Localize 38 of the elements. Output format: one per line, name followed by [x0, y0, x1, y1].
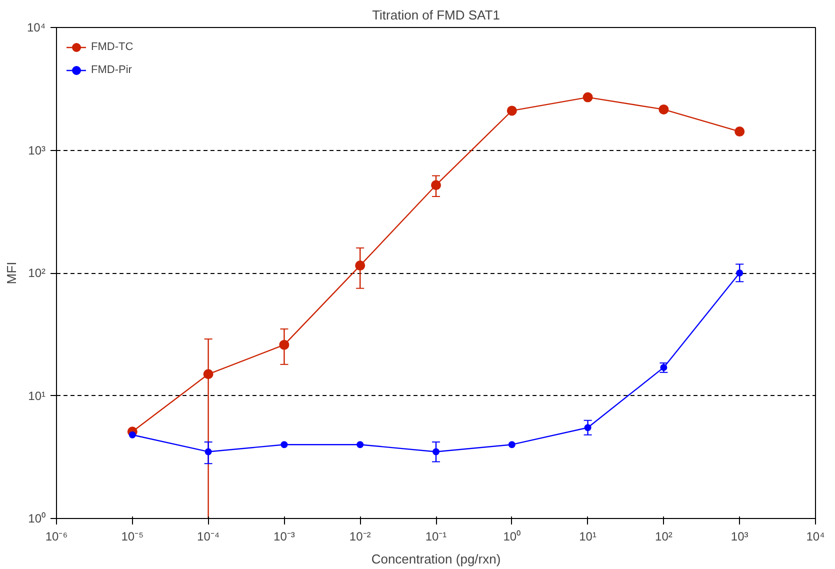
point: [508, 441, 516, 448]
x-tick-label: 10⁴: [806, 530, 825, 544]
point: [128, 431, 136, 438]
y-tick-label: 10⁴: [26, 20, 46, 34]
y-tick-label: 10³: [28, 143, 46, 158]
point: [658, 104, 669, 114]
point: [431, 180, 441, 190]
point: [204, 448, 212, 456]
y-axis-title: MFI: [4, 262, 19, 284]
point: [736, 270, 744, 276]
x-tick-label: 10⁻¹: [425, 530, 447, 544]
x-tick-label: 10⁻⁴: [197, 530, 220, 544]
y-tick-label: 10¹: [28, 388, 46, 403]
point: [506, 106, 517, 116]
x-tick-label: 10⁻⁵: [121, 530, 144, 544]
legend-label: FMD-TC: [91, 41, 134, 53]
point: [660, 364, 668, 371]
point: [280, 441, 288, 448]
x-tick-label: 10⁻³: [274, 530, 295, 544]
x-tick-label: 10⁻²: [349, 530, 371, 544]
chart-title: Titration of FMD SAT1: [372, 8, 500, 22]
point: [356, 441, 364, 448]
y-tick-label: 10⁰: [28, 512, 46, 526]
x-tick-label: 10²: [655, 530, 672, 544]
point: [355, 260, 366, 271]
x-tick-label: 10³: [730, 530, 748, 544]
y-tick-label: 10²: [28, 266, 46, 280]
x-tick-label: 10⁰: [503, 530, 521, 544]
point: [432, 448, 440, 456]
point: [734, 126, 745, 137]
x-axis-title: Concentration (pg/rxn): [371, 552, 501, 566]
point: [584, 424, 592, 432]
legend-label: FMD-Pir: [91, 64, 132, 76]
x-tick-label: 10⁻⁶: [45, 530, 68, 544]
point: [203, 369, 214, 380]
point: [279, 340, 290, 350]
x-tick-label: 10¹: [579, 530, 596, 544]
point: [582, 92, 593, 102]
